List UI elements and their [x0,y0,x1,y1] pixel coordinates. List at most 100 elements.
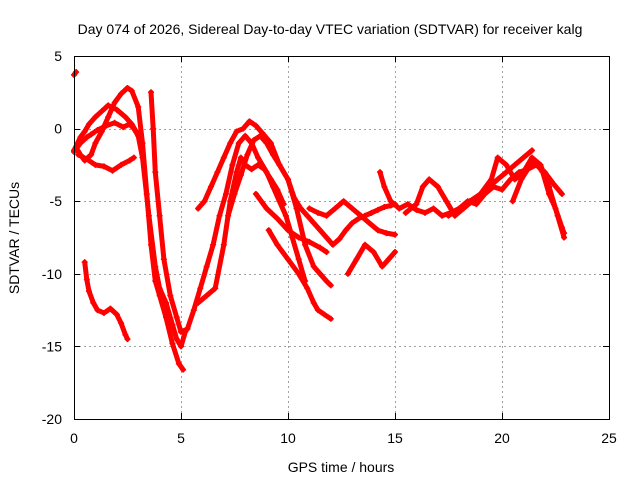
data-point [528,147,535,154]
data-point [152,278,159,285]
data-point [434,183,441,190]
data-point [122,331,129,338]
data-point [285,256,291,263]
data-point [494,154,501,161]
data-point [201,198,208,205]
data-point [195,205,202,212]
data-point [227,140,234,147]
series-arc-6 [81,259,131,343]
data-point [379,263,386,270]
data-point [156,292,163,299]
series-trace [253,191,329,255]
data-point [295,270,302,277]
data-point [539,169,546,176]
data-point [295,234,302,241]
data-point [237,172,244,179]
data-point [353,256,360,263]
data-point [128,87,135,94]
data-point [94,307,101,314]
data-point [111,99,118,106]
data-point [314,307,321,314]
data-point [426,176,433,183]
data-point [92,113,99,120]
data-point [321,311,328,318]
data-point [118,90,125,97]
data-point [148,241,155,248]
data-point [466,198,473,205]
axis-ticks: 0 5 10 15 20 25 5 0 -5 -10 -15 -20 [42,48,617,446]
data-point [357,212,364,219]
data-point [558,224,565,231]
data-point [520,154,527,161]
data-point [122,113,129,120]
data-point [178,328,184,335]
data-point [98,128,105,135]
data-point [81,128,88,135]
data-point [210,241,217,248]
data-point [252,122,259,129]
data-point [274,215,281,222]
data-point [130,154,137,161]
data-point [306,205,313,212]
data-point [304,285,311,292]
data-point [257,132,264,139]
data-point [323,249,330,256]
series-arc-8 [195,118,334,289]
data-point [488,176,495,183]
data-point [404,201,411,208]
data-point [92,161,99,168]
data-point [94,127,101,134]
data-point [81,259,88,266]
data-point [233,169,240,176]
data-point [344,270,351,277]
data-point [184,325,191,332]
data-point [173,314,180,321]
data-point [77,134,84,141]
data-point [327,315,334,322]
data-point [270,151,277,158]
data-point [233,128,240,135]
data-point [340,198,347,205]
data-point [306,238,313,245]
data-point [439,212,446,219]
data-point [120,124,127,131]
data-point [148,89,155,96]
data-point [130,125,137,132]
data-point [524,166,531,173]
data-point [550,180,557,187]
data-point [83,156,90,163]
data-point [113,311,120,318]
data-point [377,169,384,176]
data-point [88,151,95,158]
data-point [413,201,420,208]
data-point [310,219,317,226]
data-point [392,249,398,256]
data-point [167,292,174,299]
data-point [126,121,133,128]
x-tick-label: 25 [601,430,617,446]
data-point [383,230,390,237]
data-point [100,163,107,170]
series-trace [195,118,334,288]
data-point [552,205,559,212]
data-point [250,137,257,144]
chart-title: Day 074 of 2026, Sidereal Day-to-day VTE… [78,21,583,37]
data-series [71,68,568,373]
series-arc-12 [265,227,334,322]
data-point [195,299,202,306]
data-point [175,360,182,367]
y-tick-label: -5 [50,193,63,209]
y-tick-label: -20 [42,411,62,427]
data-point [235,140,242,147]
data-point [220,241,227,248]
data-point [244,151,251,158]
x-tick-label: 0 [70,430,78,446]
data-point [83,276,90,283]
data-point [413,206,420,213]
data-point [349,205,356,212]
data-point [163,314,170,321]
data-point [173,336,180,343]
data-point [220,154,227,161]
data-point [362,241,369,248]
